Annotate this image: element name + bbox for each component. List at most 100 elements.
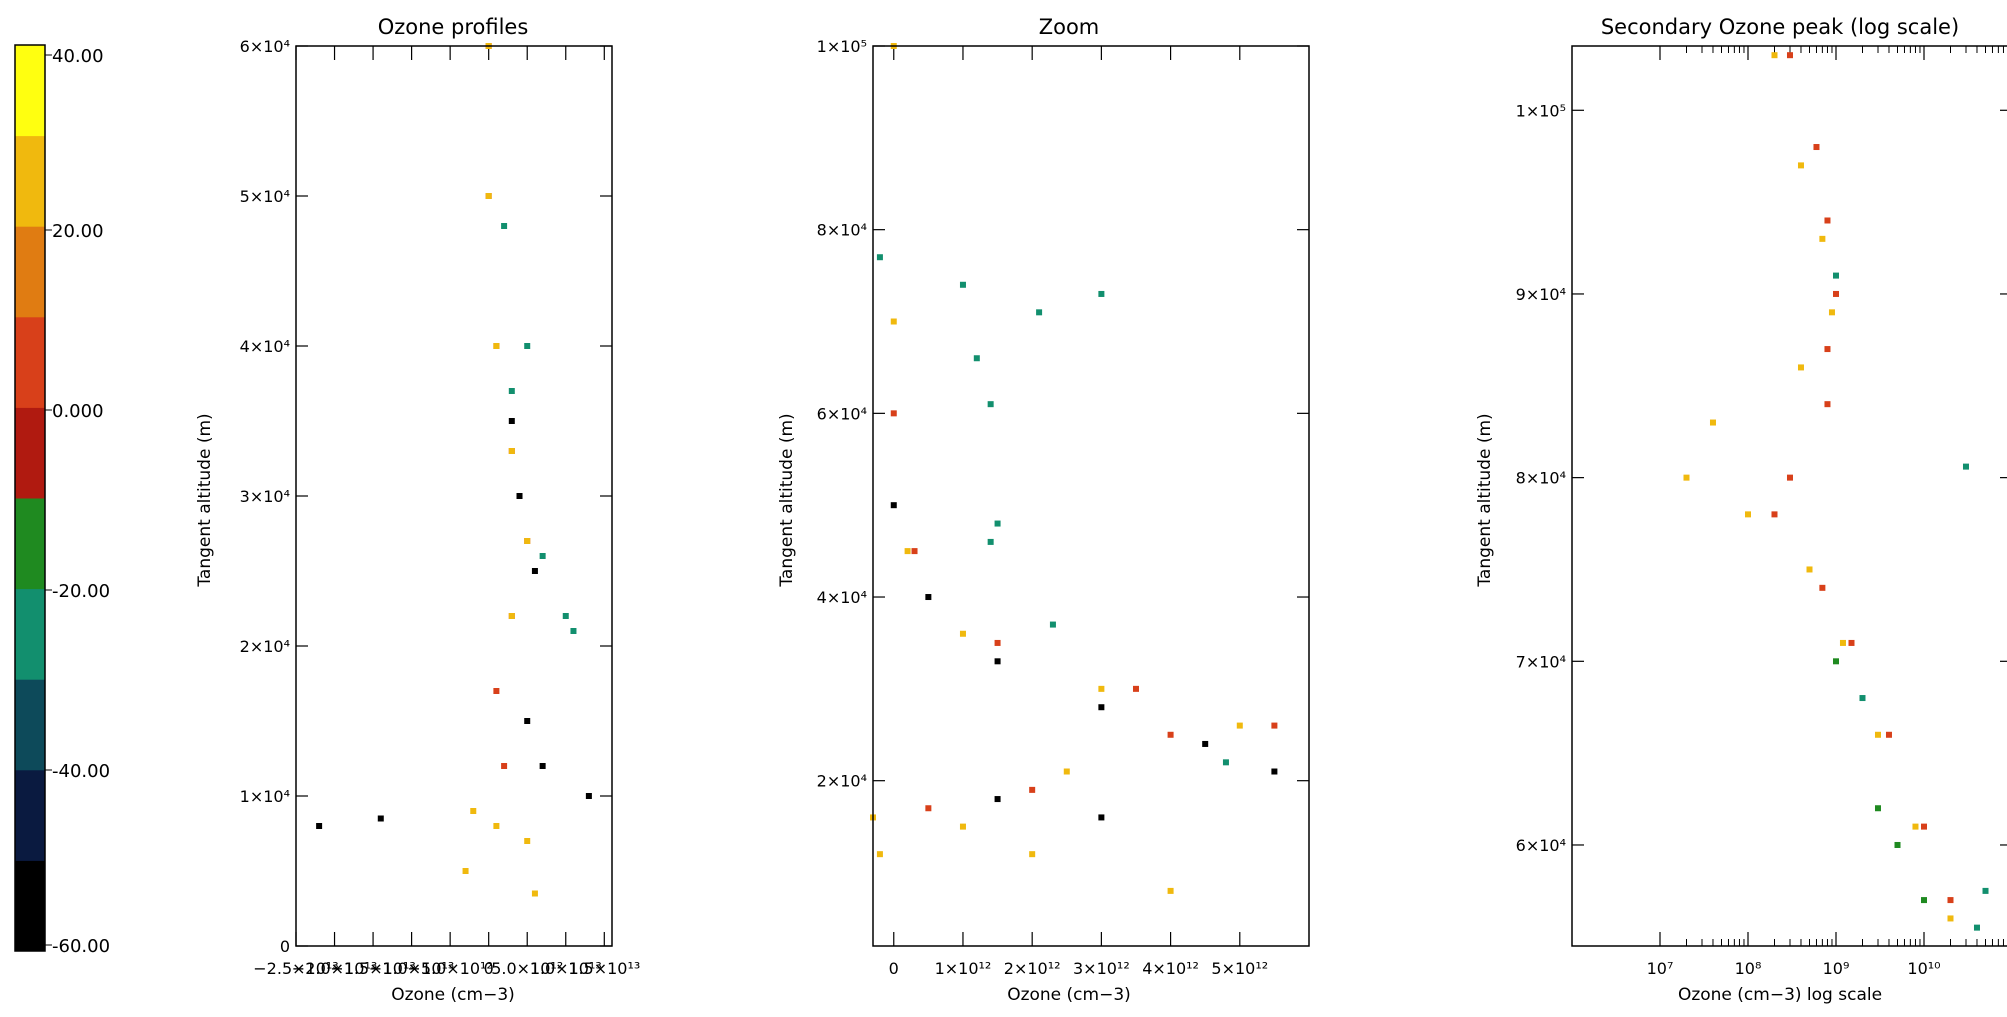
y-tick-label: 8×10⁴: [1516, 469, 1566, 488]
y-tick-label: 7×10⁴: [1516, 652, 1566, 671]
data-point: [1833, 272, 1839, 279]
panel-1-frame: [295, 45, 613, 947]
data-point: [524, 838, 531, 844]
panel-3-title: Secondary Ozone peak (log scale): [1601, 15, 1959, 39]
data-point: [501, 223, 508, 229]
panel-1-xlabel: Ozone (cm−3): [391, 985, 515, 1005]
x-tick-label: 10⁹: [1823, 959, 1850, 978]
colorbar-label-minus20: -20.00: [52, 581, 110, 602]
x-tick-label: 10¹⁰: [1907, 959, 1940, 978]
data-point: [1962, 463, 1969, 470]
y-tick-label: 2×10⁴: [817, 772, 867, 791]
data-point: [1063, 768, 1070, 775]
data-point: [1874, 731, 1881, 738]
data-point: [485, 193, 492, 199]
data-point: [1236, 722, 1243, 729]
data-point: [925, 594, 932, 601]
data-point: [1098, 685, 1105, 692]
y-tick-label: 6×10⁴: [817, 404, 867, 423]
data-point: [539, 553, 546, 559]
data-point: [994, 520, 1001, 527]
data-point: [1167, 731, 1174, 738]
panel-3-frame: [1571, 45, 2007, 947]
x-tick-label: 1.0×10¹³: [530, 959, 602, 978]
colorbar-block: [15, 407, 45, 499]
x-tick-label: 4×10¹²: [1142, 959, 1199, 978]
panel-2-xlabel: Ozone (cm−3): [1007, 985, 1131, 1005]
data-point: [539, 763, 546, 769]
data-point: [1709, 419, 1716, 426]
data-point: [501, 763, 508, 769]
colorbar-blocks: [15, 45, 45, 952]
data-point: [987, 401, 994, 408]
data-point: [890, 502, 897, 509]
data-point: [1833, 290, 1839, 297]
data-point: [1819, 235, 1826, 242]
x-tick-label: −1.0×10¹³: [369, 959, 454, 978]
data-point: [1745, 511, 1751, 518]
y-tick-label: 9×10⁴: [1516, 285, 1566, 304]
colorbar-block: [15, 679, 45, 771]
data-point: [1859, 695, 1866, 702]
y-tick-label: 5×10⁴: [240, 187, 290, 206]
panel-2-title: Zoom: [1039, 15, 1100, 39]
data-point: [524, 343, 531, 349]
panel-zoom: Zoom Tangent altitude (m) Ozone (cm−3) 2…: [777, 15, 1310, 1005]
data-point: [1921, 823, 1927, 830]
data-point: [994, 639, 1001, 646]
data-point: [493, 688, 500, 694]
x-tick-label: 0: [889, 959, 899, 978]
data-point: [1797, 364, 1804, 371]
panel-3-xlabel: Ozone (cm−3) log scale: [1678, 985, 1882, 1005]
data-point: [1786, 52, 1793, 59]
data-point: [1819, 584, 1826, 591]
x-tick-label: 10⁷: [1647, 959, 1674, 978]
data-point: [1982, 887, 1989, 894]
colorbar-label-minus40: -40.00: [52, 761, 110, 782]
panel-2-ticks: 2×10⁴ 4×10⁴ 6×10⁴ 8×10⁴ 1×10⁵ 0 1×10¹² 2×10¹² 3×…: [817, 37, 1309, 978]
data-point: [493, 343, 500, 349]
data-point: [1797, 162, 1804, 169]
data-point: [1947, 897, 1954, 904]
data-point: [1833, 658, 1839, 665]
y-tick-label: 2×10⁴: [240, 637, 290, 656]
data-point: [1271, 722, 1278, 729]
colorbar-block: [15, 45, 45, 137]
colorbar-block: [15, 860, 45, 952]
data-point: [987, 538, 994, 545]
data-point: [911, 548, 918, 555]
data-point: [1885, 731, 1892, 738]
colorbar: 40.00 20.00 0.000 -20.00 -40.00 -60.00: [14, 44, 110, 957]
data-point: [1806, 566, 1813, 573]
data-point: [524, 718, 531, 724]
y-tick-label: 4×10⁴: [240, 337, 290, 356]
x-tick-label: −1.5×10¹³: [330, 959, 415, 978]
y-tick-label: 3×10⁴: [240, 487, 290, 506]
data-point: [377, 815, 384, 822]
panel-2-ylabel: Tangent altitude (m): [777, 413, 797, 587]
data-point: [876, 254, 883, 261]
x-tick-label: 0: [484, 959, 494, 978]
data-point: [570, 628, 577, 634]
panel-ozone-profiles: Ozone profiles Tangent altitude (m) Ozon…: [195, 15, 640, 1005]
data-point: [973, 355, 980, 362]
y-tick-label: 6×10⁴: [240, 37, 290, 56]
data-point: [1098, 704, 1105, 711]
y-tick-label: 1×10⁵: [1516, 101, 1566, 120]
data-point: [516, 493, 523, 499]
y-tick-label: 4×10⁴: [817, 588, 867, 607]
data-point: [1098, 290, 1105, 297]
colorbar-block: [15, 769, 45, 861]
data-point: [1202, 740, 1209, 747]
panel-1-marks: [316, 43, 592, 897]
colorbar-block: [15, 226, 45, 318]
data-point: [1786, 474, 1793, 481]
data-point: [531, 890, 538, 897]
x-tick-label: 1×10¹²: [935, 959, 992, 978]
data-point: [470, 808, 477, 814]
data-point: [1771, 511, 1778, 518]
data-point: [994, 658, 1001, 665]
colorbar-block: [15, 135, 45, 227]
data-point: [1947, 915, 1954, 922]
y-tick-label: 8×10⁴: [817, 221, 867, 240]
